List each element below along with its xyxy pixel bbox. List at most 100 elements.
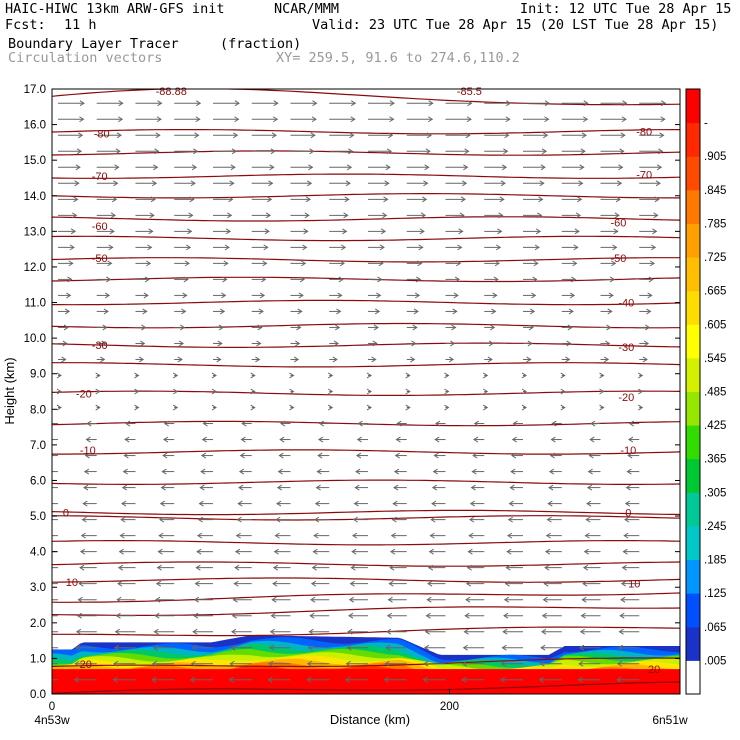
wind-vector: [561, 356, 571, 363]
wind-vector: [96, 212, 117, 219]
wind-vector: [212, 148, 238, 155]
isotherm-line: [52, 657, 680, 668]
wind-vector: [544, 564, 562, 571]
wind-vector: [427, 580, 446, 587]
wind-vector: [385, 628, 407, 635]
wind-vector: [543, 580, 562, 587]
wind-vector: [327, 404, 334, 411]
wind-vector: [588, 452, 601, 459]
wind-vector: [432, 468, 446, 475]
wind-vector: [367, 164, 391, 171]
wind-vector: [624, 500, 640, 507]
wind-vector: [174, 196, 195, 203]
wind-vector: [329, 308, 342, 315]
wind-vector: [306, 676, 330, 683]
contour-label: 20: [648, 664, 660, 676]
wind-vector: [193, 612, 213, 619]
wind-vector: [628, 420, 640, 427]
isotherm-line: [52, 216, 680, 222]
wind-vector: [212, 308, 226, 315]
wind-vector: [353, 500, 368, 507]
wind-vector: [445, 132, 471, 139]
wind-vector: [329, 148, 354, 155]
wind-vector: [52, 420, 58, 427]
isotherm-line: [52, 322, 680, 329]
wind-vector: [541, 612, 562, 619]
wind-vector: [445, 180, 468, 187]
y-tick-label: 0.0: [30, 689, 46, 701]
wind-vector: [639, 132, 665, 139]
wind-vector: [444, 388, 450, 395]
wind-vector: [366, 372, 372, 379]
wind-vector: [174, 340, 185, 347]
init-time: Init: 12 UTC Tue 28 Apr 15: [520, 1, 732, 17]
wind-vector: [250, 388, 256, 395]
wind-vector: [191, 644, 213, 651]
y-tick-label: 13.0: [24, 226, 46, 238]
wind-vector: [317, 436, 330, 443]
contour-label: 0: [63, 508, 69, 520]
wind-vector: [308, 628, 330, 635]
wind-vector: [637, 404, 644, 411]
wind-vector: [163, 420, 175, 427]
wind-vector: [561, 228, 580, 235]
wind-vector: [427, 564, 446, 571]
wind-vector: [599, 388, 605, 395]
wind-vector: [272, 564, 291, 571]
wind-vector: [367, 292, 382, 299]
wind-vector: [523, 212, 543, 219]
wind-vector: [135, 148, 160, 155]
wind-vector: [367, 180, 390, 187]
wind-vector: [405, 388, 411, 395]
wind-vector: [639, 308, 652, 315]
wind-vector: [600, 148, 625, 155]
wind-vector: [306, 660, 330, 667]
isotherm-line: [52, 276, 680, 283]
colorbar-swatch: [686, 89, 700, 124]
wind-vector: [134, 404, 140, 411]
wind-vector: [540, 644, 562, 651]
y-axis-label: Height (km): [2, 357, 17, 424]
colorbar-swatch: [686, 559, 700, 594]
x-start-label: 4n53w: [34, 713, 70, 727]
wind-vector: [484, 164, 508, 171]
colorbar-label: .545: [704, 353, 726, 365]
wind-vector: [406, 148, 431, 155]
wind-vector: [445, 244, 463, 251]
wind-vector: [619, 612, 640, 619]
wind-vector: [96, 276, 112, 283]
wind-vector: [348, 612, 368, 619]
wind-vector: [289, 372, 295, 379]
wind-vector: [329, 180, 351, 187]
contour-label: 10: [66, 577, 78, 589]
wind-vector: [113, 644, 136, 651]
isotherm-line: [52, 681, 680, 694]
wind-vector: [393, 468, 407, 475]
colorbar-swatch: [686, 189, 700, 224]
wind-vector: [329, 292, 343, 299]
wind-vector: [430, 516, 446, 523]
wind-vector: [510, 452, 523, 459]
wind-vector: [445, 260, 462, 267]
wind-vector: [116, 596, 136, 603]
wind-vector: [151, 676, 175, 683]
contour-label: -30: [618, 342, 634, 354]
wind-vector: [174, 356, 183, 363]
wind-vector: [159, 516, 175, 523]
wind-vector: [523, 164, 546, 171]
wind-vector: [406, 356, 416, 363]
wind-vector: [174, 228, 193, 235]
wind-vector: [637, 388, 644, 395]
wind-vector: [501, 644, 523, 651]
wind-vector: [52, 663, 58, 665]
wind-vector: [367, 260, 384, 267]
wind-vector: [406, 276, 422, 283]
wind-vector: [329, 116, 356, 123]
wind-vector: [484, 180, 506, 187]
org-title: NCAR/MMM: [274, 1, 340, 17]
wind-vector: [251, 260, 268, 267]
wind-vector: [96, 196, 118, 203]
wind-vector: [639, 116, 666, 123]
wind-vector: [211, 404, 217, 411]
contour-label: -50: [610, 253, 626, 265]
